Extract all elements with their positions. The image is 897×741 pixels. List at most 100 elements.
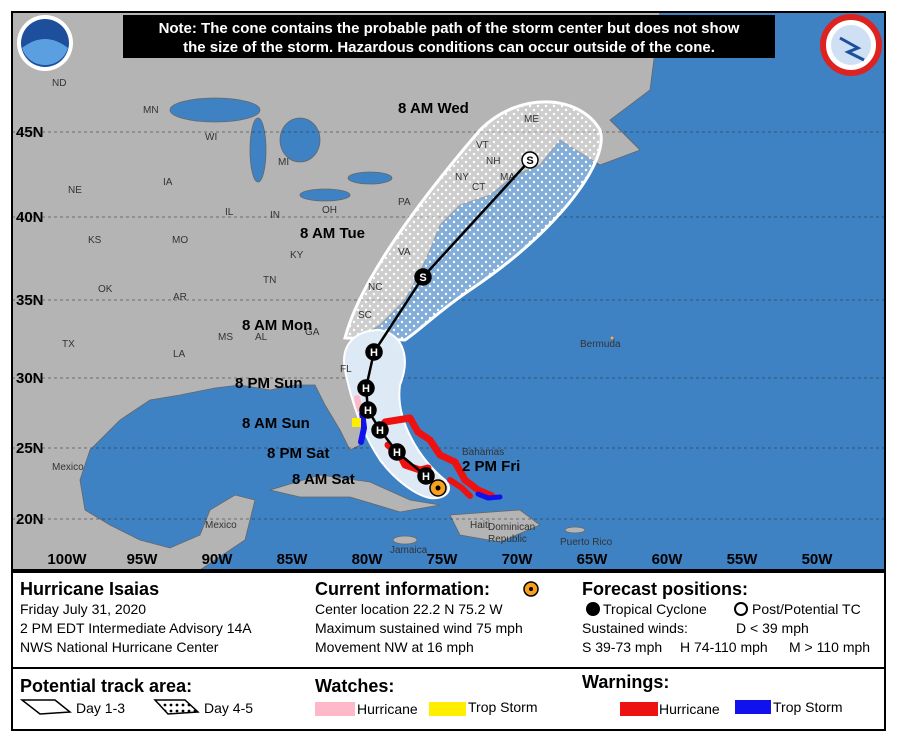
forecast-item: M > 110 mph: [789, 639, 870, 655]
place-label: AR: [173, 292, 187, 303]
forecast-symbol: S: [419, 272, 426, 284]
note-box: [123, 15, 775, 58]
forecast-item: D < 39 mph: [736, 620, 809, 636]
note-line: Note: The cone contains the probable pat…: [159, 20, 740, 37]
current-line: Maximum sustained wind 75 mph: [315, 620, 523, 636]
ptc-icon: [734, 602, 748, 616]
place-label: NY: [455, 172, 469, 183]
ts-warning-swatch: [735, 700, 771, 714]
place-label: Dominican: [488, 522, 535, 533]
forecast-point: [357, 379, 375, 397]
lat-label: 25N: [16, 440, 44, 457]
track-area-item: Day 1-3: [76, 700, 125, 716]
forecast-symbol: H: [422, 471, 430, 483]
place-label: NH: [486, 156, 500, 167]
lon-label: 80W: [352, 551, 384, 568]
forecast-symbol: H: [364, 405, 372, 417]
place-label: NC: [368, 282, 382, 293]
place-label: TN: [263, 275, 276, 286]
place-label: VT: [476, 140, 489, 151]
lon-label: 65W: [577, 551, 609, 568]
place-label: MA: [500, 172, 515, 183]
track-area-title: Potential track area:: [20, 676, 192, 696]
place-label: GA: [305, 327, 320, 338]
graticule: [12, 131, 885, 520]
place-label: Mexico: [205, 520, 237, 531]
place-label: KS: [88, 235, 102, 246]
lon-label: 60W: [652, 551, 684, 568]
place-label: CT: [472, 182, 485, 193]
map-frame: [11, 11, 886, 571]
forecast-symbol: S: [526, 155, 533, 167]
place-label: Bahamas: [462, 447, 504, 458]
lon-label: 90W: [202, 551, 234, 568]
forecast-point: [365, 343, 383, 361]
place-label: Jamaica: [390, 545, 428, 556]
place-label: IA: [163, 177, 173, 188]
track-area-item: Day 4-5: [204, 700, 253, 716]
forecast-symbol: H: [362, 383, 370, 395]
place-label: FL: [340, 364, 352, 375]
place-label: IL: [225, 207, 234, 218]
forecast-time: 8 AM Sat: [292, 471, 355, 488]
forecast-symbol: H: [393, 447, 401, 459]
forecast-time: 8 AM Sun: [242, 415, 310, 432]
place-label: Puerto Rico: [560, 537, 613, 548]
forecast-item: Post/Potential TC: [752, 601, 861, 617]
forecast-item: H 74-110 mph: [680, 639, 768, 655]
watch-item: Hurricane: [357, 701, 418, 717]
day13-icon: [19, 699, 72, 715]
place-label: WI: [205, 132, 217, 143]
lon-label: 70W: [502, 551, 534, 568]
axis-labels: 45N 40N 35N 30N 25N 20N 100W 95W 90W 85W 80W 75W 70W…: [16, 124, 833, 568]
forecast-time: 8 AM Wed: [398, 100, 469, 117]
noaa-logo: [17, 15, 73, 71]
forecast-point: [388, 443, 406, 461]
current-line: Movement NW at 16 mph: [315, 639, 474, 655]
forecast-time: 8 PM Sat: [267, 445, 330, 462]
current-icon-dot: [529, 587, 533, 591]
tc-icon: [586, 602, 600, 616]
forecast-symbol: H: [370, 347, 378, 359]
current-position-dot: [435, 485, 441, 491]
forecast-symbol: H: [376, 425, 384, 437]
warning-item: Trop Storm: [773, 699, 843, 715]
forecast-point: [359, 401, 377, 419]
forecast-time: 2 PM Fri: [462, 458, 520, 475]
great-lakes: [169, 97, 393, 202]
place-label: Republic: [488, 534, 527, 545]
lon-label: 95W: [127, 551, 159, 568]
place-label: Bermuda: [580, 339, 621, 350]
note-line: the size of the storm. Hazardous conditi…: [183, 39, 715, 56]
place-label: Haiti: [470, 520, 490, 531]
forecast-time: 8 AM Tue: [300, 225, 365, 242]
hurricane-warning-swatch: [620, 702, 658, 716]
nws-logo: [820, 14, 882, 76]
watches-title: Watches:: [315, 676, 394, 696]
map: ND MN WI MI NE IA IL IN OH KS MO KY OK AR TN TX LA MS AL GA…: [12, 12, 885, 570]
forecast-item: Sustained winds:: [582, 620, 688, 636]
place-label: MS: [218, 332, 233, 343]
lon-label: 75W: [427, 551, 459, 568]
place-label: MO: [172, 235, 188, 246]
forecast-point: [521, 151, 539, 169]
place-label: PA: [398, 197, 411, 208]
place-label: OK: [98, 284, 113, 295]
lat-label: 45N: [16, 124, 44, 141]
forecast-point: [417, 467, 435, 485]
place-label: TX: [62, 339, 75, 350]
current-title: Current information:: [315, 579, 490, 599]
place-labels: ND MN WI MI NE IA IL IN OH KS MO KY OK AR TN TX LA MS AL GA…: [52, 78, 621, 556]
islands: [268, 335, 615, 545]
lat-label: 35N: [16, 292, 44, 309]
forecast-time: 8 AM Mon: [242, 317, 312, 334]
ts-watch-swatch: [429, 702, 466, 716]
lon-label: 50W: [802, 551, 834, 568]
place-label: NE: [68, 185, 82, 196]
lon-label: 100W: [47, 551, 87, 568]
forecast-title: Forecast positions:: [582, 579, 748, 599]
forecast-time: 8 PM Sun: [235, 375, 303, 392]
forecast-point: [414, 268, 432, 286]
